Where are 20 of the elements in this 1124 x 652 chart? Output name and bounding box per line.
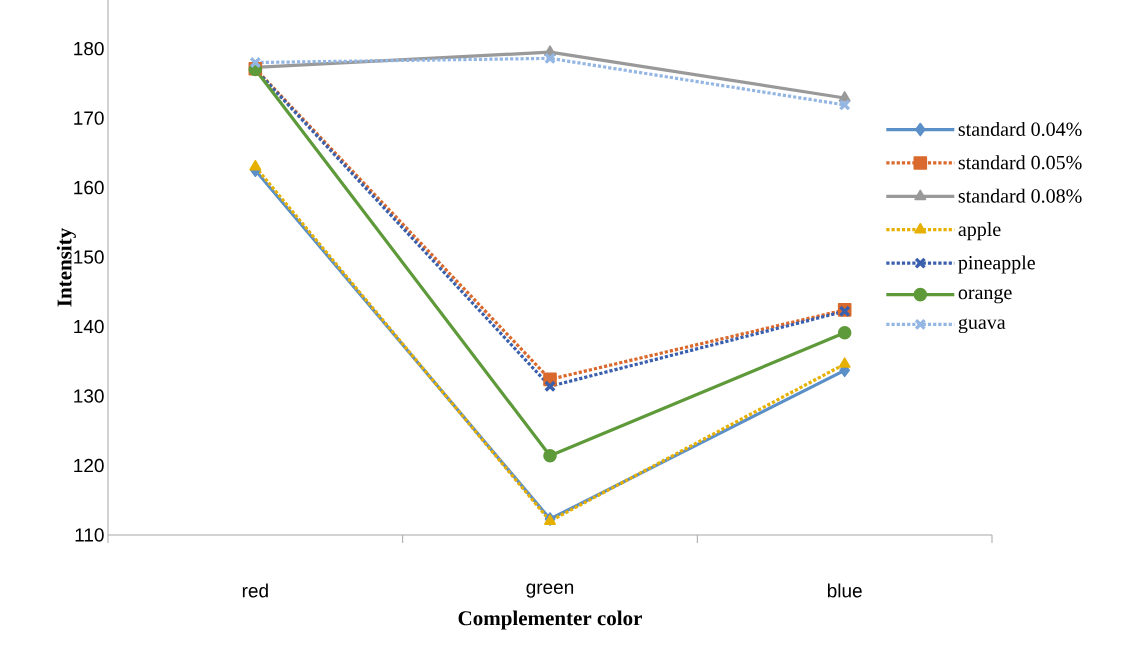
legend-label: standard 0.05% <box>958 155 1082 170</box>
legend-label: apple <box>958 222 1001 241</box>
legend-label: standard 0.04% <box>958 121 1082 137</box>
x-tick-label: red <box>242 583 268 598</box>
y-tick-label: 160 <box>74 180 104 195</box>
legend-label: orange <box>958 288 1012 304</box>
y-tick-label: 150 <box>74 250 104 264</box>
y-tick-label: 130 <box>74 389 104 403</box>
legend-label: standard 0.08% <box>958 188 1082 203</box>
legend-label: guava <box>958 318 1006 334</box>
x-tick-label: blue <box>827 583 862 598</box>
y-tick-label: 110 <box>75 528 104 542</box>
x-axis-title: Complementer color <box>458 610 642 630</box>
legend-label: pineapple <box>958 255 1035 274</box>
x-tick-label: green <box>526 583 574 598</box>
y-axis-title: Intensity <box>56 228 76 307</box>
y-tick-label: 180 <box>74 41 104 56</box>
y-tick-label: 120 <box>74 458 104 473</box>
y-tick-label: 140 <box>74 319 104 334</box>
y-tick-label: 170 <box>74 111 104 125</box>
